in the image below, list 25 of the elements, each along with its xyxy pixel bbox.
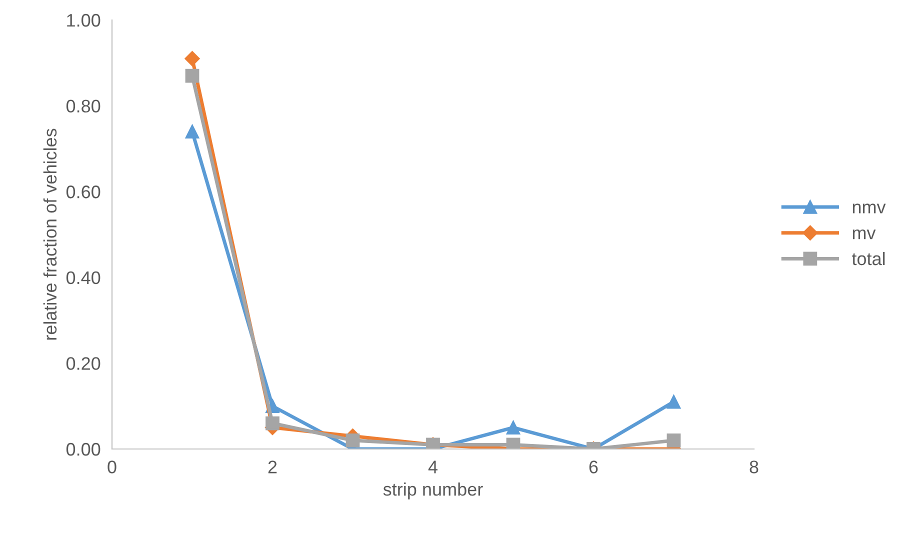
y-axis-title: relative fraction of vehicles (43, 128, 57, 340)
point (184, 51, 200, 66)
point (266, 416, 280, 430)
y-tick-label: 0.60 (66, 186, 100, 198)
x-tick-label: 6 (589, 460, 598, 474)
x-axis-title: strip number (383, 482, 483, 500)
point (666, 433, 681, 448)
y-tick-label: 0.00 (66, 442, 100, 456)
point (506, 438, 520, 449)
legend-label: total (852, 252, 885, 266)
point (185, 124, 200, 138)
x-tick-label: 4 (428, 460, 438, 474)
y-tick-label: 1.00 (67, 14, 100, 27)
point (185, 68, 200, 83)
point (346, 433, 360, 448)
legend-label: mv (852, 229, 876, 240)
legend-label: nmv (852, 204, 886, 214)
point (506, 420, 520, 434)
x-tick-label: 0 (108, 460, 116, 474)
x-tick-label: 8 (750, 460, 758, 474)
y-tick-label: 0.40 (66, 271, 100, 284)
point (666, 394, 681, 409)
x-tick-label: 2 (268, 460, 277, 474)
y-tick-label: 0.20 (66, 357, 100, 370)
y-tick-label: 0.80 (66, 100, 100, 113)
